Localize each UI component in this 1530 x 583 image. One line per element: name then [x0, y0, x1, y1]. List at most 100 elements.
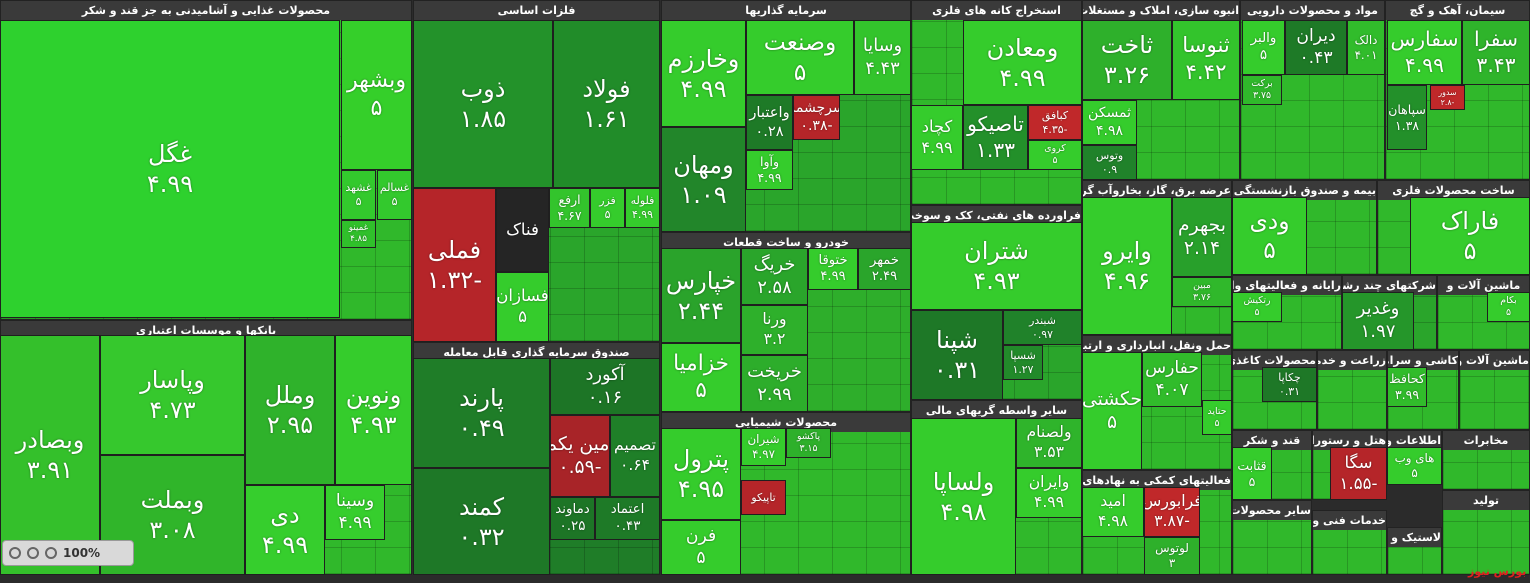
stock-change: ۱.۹۷	[1360, 321, 1396, 342]
stock-change: ۵	[370, 95, 383, 121]
stock-change: ۴.۹۹	[261, 531, 309, 559]
stock-name: خریگ	[753, 254, 796, 276]
stock-name: ولساپا	[932, 467, 995, 496]
stock-tile: وپاسار ۴.۷۳	[100, 335, 245, 455]
stock-name: قثابت	[1237, 457, 1267, 473]
stock-tile: ارفع ۴.۶۷	[549, 188, 590, 228]
stock-change: ۴.۶۷	[557, 208, 582, 223]
stock-change: -۰.۵۹	[558, 457, 602, 478]
stock-tile: شسپا ۱.۲۷	[1003, 345, 1043, 380]
stock-tile: شبندر ۰.۹۷	[1003, 310, 1082, 345]
stock-tile: لوتوس ۳	[1144, 537, 1200, 575]
stock-tile: وغدیر ۱.۹۷	[1342, 292, 1414, 350]
stock-change: ۴.۹۳	[973, 267, 1020, 295]
stock-tile: سفارس ۴.۹۹	[1387, 20, 1462, 85]
stock-name: وملل	[264, 381, 316, 409]
sector-title: اطلاعات و ارتباطات	[1388, 431, 1441, 450]
sector: ماشین آلات و	[1459, 350, 1530, 430]
stock-change: ۱.۳۳	[975, 137, 1016, 162]
stock-tile: فسازان ۵	[496, 272, 549, 342]
stock-change: ۴.۹۷	[752, 447, 775, 461]
stock-tile: فرابورس -۳.۸۷	[1144, 487, 1200, 537]
stock-tile: سپاهان ۱.۳۸	[1387, 85, 1427, 150]
stock-name: وغدیر	[1356, 298, 1400, 320]
stock-name: چکاپا	[1278, 370, 1301, 384]
stock-change: ۵	[1463, 237, 1477, 265]
stock-tile: غگل ۴.۹۹	[0, 20, 340, 318]
sector-title: خدمات فنی و	[1313, 511, 1386, 530]
sector: سایر محصولات کانی	[1232, 500, 1312, 575]
stock-name: تاصیکو	[967, 112, 1024, 137]
stock-change: ۲.۴۹	[871, 269, 898, 284]
stock-tile: ذوب ۱.۸۵	[413, 20, 553, 188]
sector-title: بیمه و صندوق بازنشستگی به جز تامین	[1233, 181, 1376, 200]
stock-tile: خزامیا ۵	[661, 343, 741, 412]
sector: مخابرات	[1442, 430, 1530, 490]
stock-change: ۴.۴۲	[1185, 60, 1227, 85]
stock-name: مبین	[1193, 280, 1211, 292]
stock-tile: تاپیکو	[741, 480, 786, 515]
stock-tile: غسالم ۵	[377, 170, 412, 220]
stock-name: وبصادر	[15, 426, 85, 454]
stock-change: ۳.۲۶	[1103, 61, 1151, 89]
zoom-control[interactable]: 100%	[2, 540, 134, 566]
stock-tile: دماوند ۰.۲۵	[550, 497, 595, 540]
stock-change: ۲.۹۵	[266, 411, 314, 439]
stock-name: ثنوسا	[1182, 33, 1230, 59]
sector-title: خودرو و ساخت قطعات	[662, 233, 910, 252]
stock-name: سرچشمه	[794, 99, 839, 116]
stock-name: بجهرم	[1178, 214, 1226, 236]
stock-tile: ولساپا ۴.۹۸	[911, 418, 1016, 575]
sector-title: ماشین آلات و	[1460, 351, 1529, 370]
stock-name: ومهان	[673, 150, 734, 179]
stock-change: ۵	[1214, 417, 1220, 429]
stock-name: وصنعت	[763, 28, 837, 57]
stock-change: ۵	[604, 208, 611, 221]
stock-name: فسازان	[496, 286, 549, 306]
stock-tile: حتاید ۵	[1202, 400, 1232, 435]
stock-tile: آکورد ۰.۱۶	[550, 358, 660, 415]
stock-tile: حکشتی ۵	[1082, 352, 1142, 470]
watermark: بورس نیوز	[1468, 565, 1527, 578]
stock-change: ۴.۹۹	[146, 170, 194, 198]
sector-title: انبوه سازی، املاک و مستغلات	[1083, 1, 1239, 20]
stock-tile: کمند ۰.۳۲	[413, 468, 550, 575]
sector: کاشی و سرامیک	[1387, 350, 1459, 430]
stock-change: -۲.۸	[1440, 97, 1455, 107]
stock-tile: بجهرم ۲.۱۴	[1172, 197, 1232, 277]
stock-change: ۳.۱۵	[799, 443, 818, 454]
stock-change: -۴.۳۵	[1042, 122, 1068, 136]
stock-change: ۰.۳۲	[458, 522, 505, 551]
stock-tile: ختوقا ۴.۹۹	[808, 248, 858, 290]
stock-tile: وبملت ۳.۰۸	[100, 455, 245, 575]
stock-name: خمهر	[870, 252, 899, 268]
stock-change: ۱.۲۷	[1012, 362, 1034, 376]
stock-tile: تاصیکو ۱.۳۳	[963, 105, 1028, 170]
stock-tile: ورنا ۳.۲	[741, 305, 808, 355]
stock-name: ولصنام	[1026, 423, 1072, 442]
stock-name: سفرا	[1473, 27, 1519, 52]
stock-change: ۴.۹۹	[1033, 493, 1065, 511]
stock-tile: اعتماد ۰.۴۳	[595, 497, 660, 540]
stock-name: سدور	[1438, 87, 1457, 97]
stock-name: غسالم	[379, 181, 410, 195]
stock-change: ۰.۱۶	[587, 386, 623, 408]
stock-tile: امین یکم-۰.۵۹	[550, 415, 610, 497]
stock-name: والبر	[1250, 30, 1277, 46]
stock-change: ۱.۸۵	[459, 105, 507, 133]
stock-change: ۳	[1168, 556, 1176, 570]
stock-tile: های وب ۵	[1387, 447, 1442, 485]
sector-title: استخراج کانه های فلزی	[912, 1, 1081, 20]
stock-tile: سرچشمه-۰.۳۸	[793, 95, 840, 140]
stock-name: فرابورس	[1144, 492, 1200, 511]
stock-name: شسپا	[1010, 348, 1036, 362]
stock-change: ۳.۰۸	[149, 516, 196, 544]
stock-name: اعتماد	[610, 501, 645, 517]
stock-tile: مبین ۳.۷۶	[1172, 277, 1232, 307]
stock-name: ختوقا	[818, 252, 848, 268]
stock-tile: خپارس ۲.۴۴	[661, 248, 741, 343]
stock-tile: وبشهر ۵	[341, 20, 412, 170]
stock-name: برکت	[1251, 78, 1273, 90]
stock-name: پارند	[459, 384, 504, 412]
